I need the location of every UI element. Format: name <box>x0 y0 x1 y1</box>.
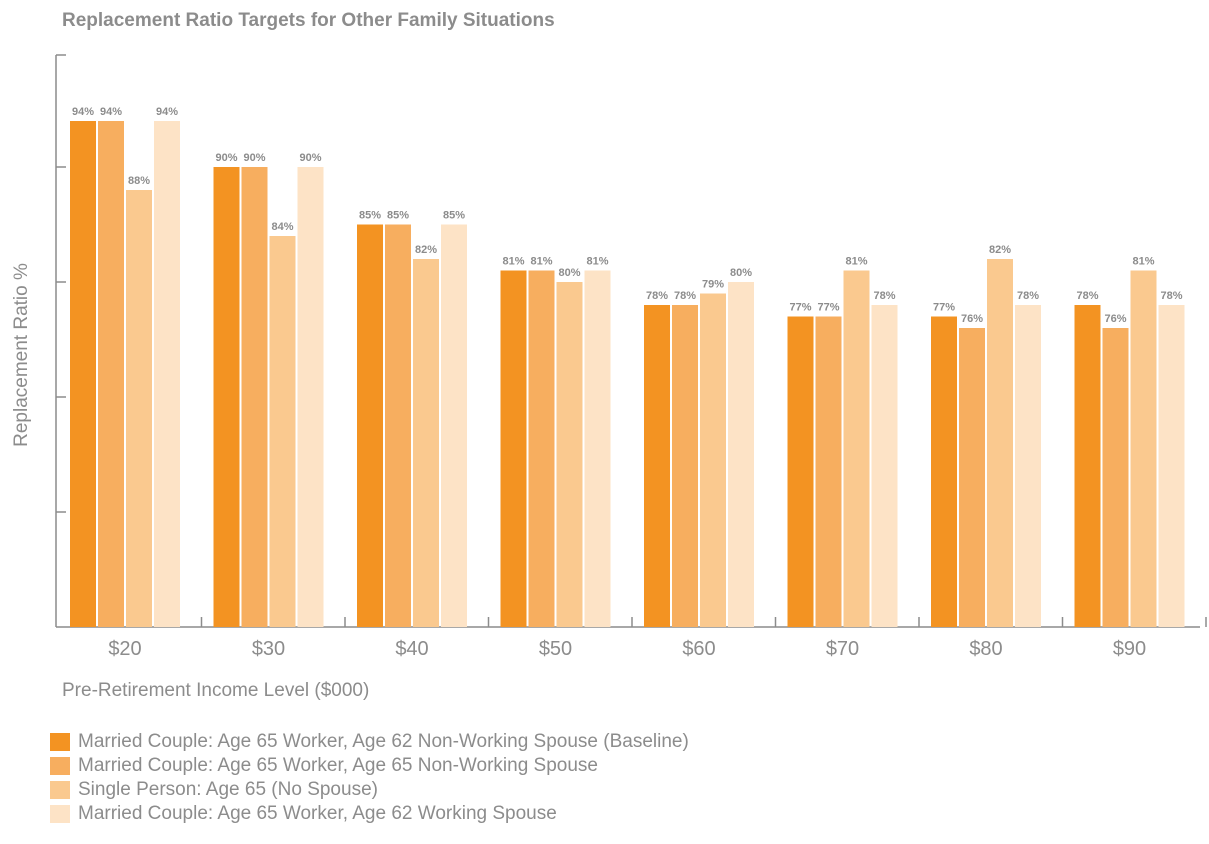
x-tick-label: $90 <box>1113 638 1146 660</box>
bar <box>413 259 439 627</box>
legend-swatch <box>50 757 70 775</box>
legend-swatch <box>50 781 70 799</box>
bar <box>672 305 698 627</box>
bar <box>98 121 124 627</box>
bar <box>297 167 324 627</box>
legend-item: Married Couple: Age 65 Worker, Age 65 No… <box>50 754 689 778</box>
bar <box>644 305 670 627</box>
legend-label: Married Couple: Age 65 Worker, Age 62 No… <box>78 731 689 752</box>
bar-data-label: 88% <box>128 175 150 187</box>
bar-data-label: 81% <box>845 256 867 268</box>
bar <box>871 305 898 627</box>
bar-data-label: 78% <box>1076 290 1098 302</box>
chart-title: Replacement Ratio Targets for Other Fami… <box>62 10 555 31</box>
bar-data-label: 94% <box>72 106 94 118</box>
bar-data-label: 82% <box>415 244 437 256</box>
bar <box>728 282 754 627</box>
bar-data-label: 90% <box>215 152 237 164</box>
bar <box>931 316 957 627</box>
bar-data-label: 85% <box>443 210 465 222</box>
legend-label: Single Person: Age 65 (No Spouse) <box>78 779 378 800</box>
bar-data-label: 78% <box>873 290 895 302</box>
x-tick-label: $70 <box>826 638 859 660</box>
bar-data-label: 76% <box>1104 313 1126 325</box>
x-tick-label: $20 <box>108 638 141 660</box>
bar <box>959 328 985 627</box>
bar-data-label: 78% <box>1017 290 1039 302</box>
bar <box>70 121 96 627</box>
bar-data-label: 80% <box>730 267 752 279</box>
legend-swatch <box>50 733 70 751</box>
bar <box>528 270 555 627</box>
x-tick-label: $80 <box>969 638 1002 660</box>
bar-data-label: 76% <box>961 313 983 325</box>
legend-item: Single Person: Age 65 (No Spouse) <box>50 778 689 802</box>
x-tick-label: $50 <box>539 638 572 660</box>
bar <box>441 224 467 627</box>
bar-data-label: 81% <box>1132 256 1154 268</box>
x-tick-label: $60 <box>682 638 715 660</box>
bar <box>1102 328 1129 627</box>
bar-data-label: 77% <box>933 302 955 314</box>
bar-chart: 94% 94% 88% 94% $20 90% 90% 84% 90% $30 85% 85% 82% 8… <box>55 54 1207 660</box>
legend: Married Couple: Age 65 Worker, Age 62 No… <box>50 730 689 826</box>
bar <box>269 236 296 627</box>
bar <box>213 167 240 627</box>
bar <box>556 282 583 627</box>
bar-data-label: 84% <box>271 221 293 233</box>
bar <box>357 224 383 627</box>
bar-data-label: 80% <box>558 267 580 279</box>
legend-label: Married Couple: Age 65 Worker, Age 62 Wo… <box>78 803 557 824</box>
x-tick-label: $30 <box>252 638 285 660</box>
bar <box>126 190 152 627</box>
bar-data-label: 94% <box>100 106 122 118</box>
bar <box>815 316 842 627</box>
x-axis-label: Pre-Retirement Income Level ($000) <box>62 680 370 701</box>
bar-data-label: 77% <box>817 302 839 314</box>
bar <box>843 270 870 627</box>
bar <box>787 316 814 627</box>
bar <box>1015 305 1041 627</box>
bar-data-label: 78% <box>646 290 668 302</box>
bar-data-label: 79% <box>702 279 724 291</box>
bar <box>241 167 268 627</box>
bar <box>1074 305 1101 627</box>
bar-data-label: 82% <box>989 244 1011 256</box>
bar-data-label: 77% <box>789 302 811 314</box>
bar <box>1158 305 1185 627</box>
legend-item: Married Couple: Age 65 Worker, Age 62 Wo… <box>50 802 689 826</box>
legend-label: Married Couple: Age 65 Worker, Age 65 No… <box>78 755 598 776</box>
bar-data-label: 81% <box>586 256 608 268</box>
bar-data-label: 90% <box>243 152 265 164</box>
bar <box>154 121 180 627</box>
legend-item: Married Couple: Age 65 Worker, Age 62 No… <box>50 730 689 754</box>
bar <box>584 270 611 627</box>
x-tick-label: $40 <box>395 638 428 660</box>
bar <box>500 270 527 627</box>
bar <box>385 224 411 627</box>
bar <box>700 293 726 627</box>
bar-data-label: 78% <box>1160 290 1182 302</box>
bar-data-label: 81% <box>530 256 552 268</box>
bar <box>987 259 1013 627</box>
bar <box>1130 270 1157 627</box>
bar-data-label: 94% <box>156 106 178 118</box>
legend-swatch <box>50 805 70 823</box>
bar-data-label: 78% <box>674 290 696 302</box>
bar-data-label: 81% <box>502 256 524 268</box>
bar-data-label: 90% <box>299 152 321 164</box>
bar-data-label: 85% <box>359 210 381 222</box>
bar-data-label: 85% <box>387 210 409 222</box>
